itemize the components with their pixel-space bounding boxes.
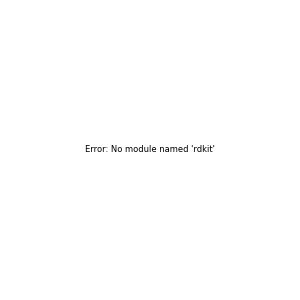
- Text: Error: No module named 'rdkit': Error: No module named 'rdkit': [85, 146, 215, 154]
